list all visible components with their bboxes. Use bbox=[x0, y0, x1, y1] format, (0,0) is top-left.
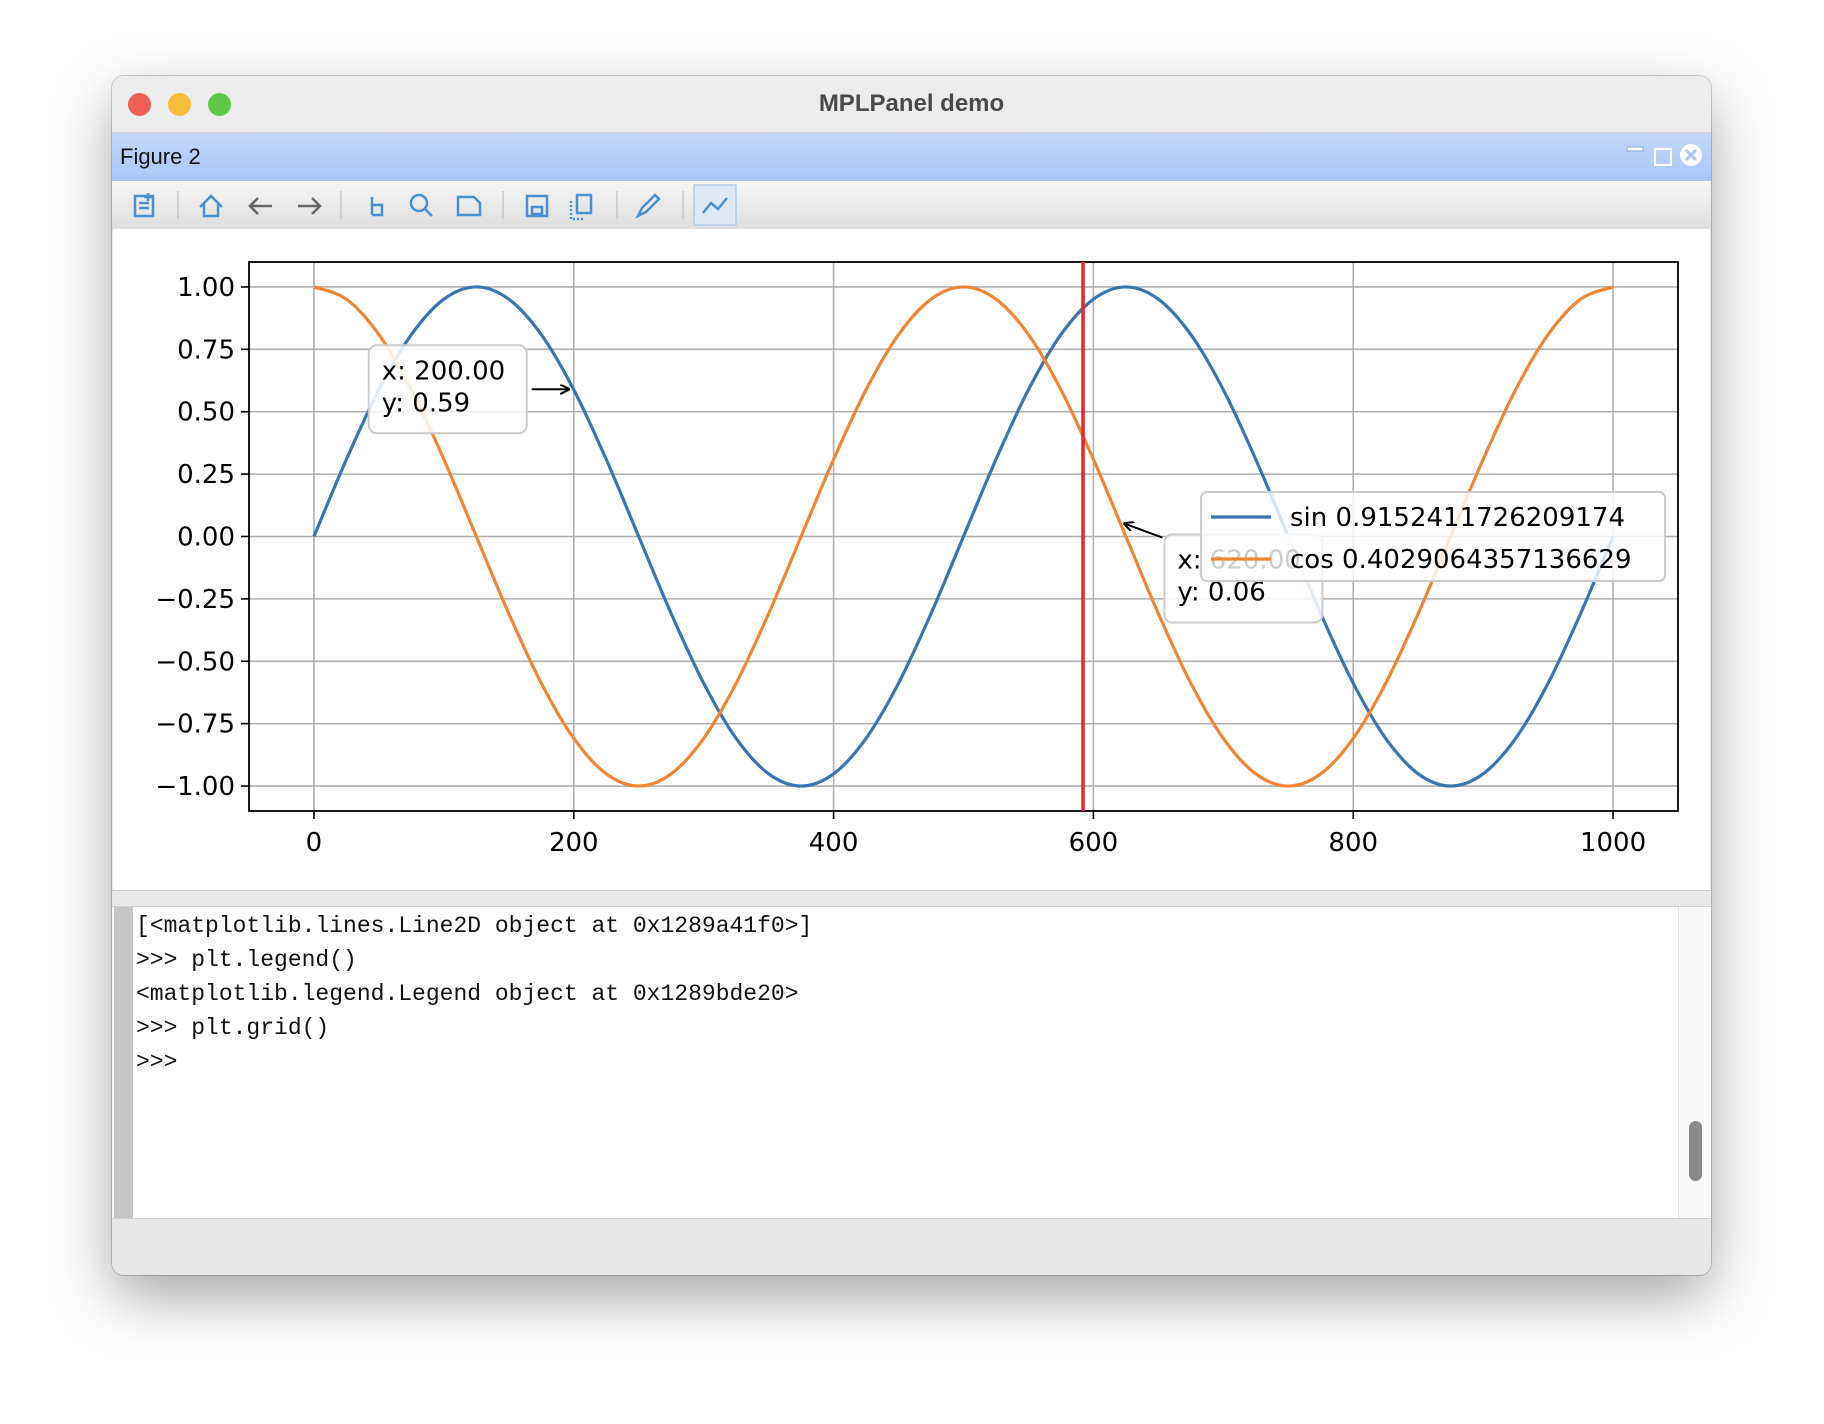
x-tick-label: 600 bbox=[1069, 828, 1119, 858]
home-button[interactable] bbox=[199, 194, 223, 218]
y-tick-label: −1.00 bbox=[155, 772, 235, 802]
splitter[interactable] bbox=[112, 890, 1711, 907]
plot-area: −1.00 −0.75 −0.50 −0.25 0.00 0.25 0.50 0.75 1.00… bbox=[113, 229, 1710, 890]
save-button[interactable] bbox=[525, 194, 549, 218]
series-line bbox=[313, 285, 1614, 788]
annotation: x: 200.00y: 0.59 bbox=[367, 344, 569, 435]
scrollbar[interactable] bbox=[1678, 907, 1710, 1218]
edit-button[interactable] bbox=[635, 193, 661, 219]
x-tick-label: 1000 bbox=[1580, 828, 1646, 858]
window-title: MPLPanel demo bbox=[818, 90, 1005, 117]
series-line bbox=[312, 285, 1615, 788]
y-tick-label: 0.25 bbox=[177, 460, 235, 490]
console-line: >>> plt.grid() bbox=[136, 1015, 330, 1041]
panel-title: Figure 2 bbox=[120, 144, 201, 169]
toolbar bbox=[112, 181, 1711, 230]
console-line: >>> plt.legend() bbox=[136, 947, 357, 973]
legend-label: cos 0.4029064357136629 bbox=[1290, 545, 1632, 575]
annotation-text: x: 200.00 bbox=[382, 356, 505, 386]
close-button[interactable] bbox=[128, 93, 151, 116]
x-tick-label: 200 bbox=[549, 828, 599, 858]
annotation-arrow bbox=[1124, 524, 1163, 539]
y-tick-label: −0.75 bbox=[155, 710, 235, 740]
minimize-button[interactable] bbox=[168, 93, 191, 116]
console-output: [<matplotlib.lines.Line2D object at 0x12… bbox=[136, 909, 812, 1079]
panel-minimize[interactable] bbox=[1626, 146, 1644, 152]
annotation-box bbox=[367, 344, 528, 435]
y-tick-label: −0.25 bbox=[155, 585, 235, 615]
x-tick-label: 400 bbox=[809, 828, 859, 858]
window: MPLPanel demo Figure 2 bbox=[112, 76, 1711, 1275]
forward-button[interactable] bbox=[298, 197, 322, 215]
back-button[interactable] bbox=[248, 197, 272, 215]
x-tick-label: 800 bbox=[1328, 828, 1378, 858]
axes-frame bbox=[248, 261, 1679, 812]
y-tick-label: 0.00 bbox=[177, 523, 235, 553]
y-tick-label: −0.50 bbox=[155, 647, 235, 677]
console-gutter bbox=[114, 907, 133, 1218]
panel-maximize[interactable] bbox=[1654, 148, 1672, 166]
panel-header: Figure 2 bbox=[112, 133, 1711, 181]
console-line: >>> bbox=[136, 1049, 178, 1075]
console-line: [<matplotlib.lines.Line2D object at 0x12… bbox=[136, 913, 813, 939]
annotation-text: y: 0.59 bbox=[382, 388, 470, 418]
new-figure-button[interactable] bbox=[133, 193, 155, 218]
legend-label: sin 0.9152411726209174 bbox=[1290, 503, 1625, 533]
zoom-button[interactable] bbox=[208, 93, 231, 116]
console-line: <matplotlib.legend.Legend object at 0x12… bbox=[136, 981, 799, 1007]
title-bar: MPLPanel demo bbox=[112, 76, 1711, 133]
x-tick-label: 0 bbox=[306, 828, 323, 858]
subplots-button[interactable] bbox=[456, 195, 482, 217]
y-tick-label: 1.00 bbox=[177, 273, 235, 303]
legend: sin 0.9152411726209174 cos 0.402906435713… bbox=[1200, 491, 1666, 582]
console: [<matplotlib.lines.Line2D object at 0x12… bbox=[112, 907, 1711, 1218]
pan-button[interactable] bbox=[370, 197, 384, 217]
legend-box bbox=[1200, 491, 1666, 582]
chart: −1.00 −0.75 −0.50 −0.25 0.00 0.25 0.50 0.75 1.00… bbox=[155, 261, 1679, 858]
panel-buttons bbox=[1626, 144, 1702, 166]
toolbar-icons bbox=[133, 184, 737, 226]
y-tick-label: 0.50 bbox=[177, 398, 235, 428]
copy-button[interactable] bbox=[569, 193, 593, 221]
zoom-button[interactable] bbox=[409, 193, 433, 217]
y-tick-label: 0.75 bbox=[177, 335, 235, 365]
annotation-text: y: 0.06 bbox=[1177, 578, 1265, 608]
status-bar bbox=[112, 1218, 1711, 1275]
scroll-thumb[interactable] bbox=[1689, 1121, 1702, 1181]
